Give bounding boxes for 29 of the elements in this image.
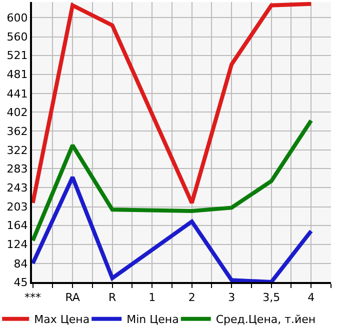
legend-label: Сред.Цена, т.йен (216, 313, 316, 326)
y-tick-label: 164 (6, 219, 28, 232)
y-tick-label: 521 (6, 49, 28, 62)
x-tick-label: 1 (148, 291, 156, 304)
legend-label: Min Цена (126, 313, 179, 326)
line-series (32, 118, 314, 243)
line-series (32, 2, 314, 205)
y-tick-label: 600 (6, 12, 28, 25)
y-tick-label: 84 (14, 257, 28, 270)
y-tick-label: 124 (6, 238, 28, 252)
y-tick-label: 560 (6, 30, 28, 44)
y-tick-label: 441 (6, 87, 28, 100)
y-tick-label: 362 (6, 124, 28, 138)
y-tick-label: 243 (6, 182, 28, 195)
y-tick-label: 203 (6, 200, 28, 214)
x-tick-label: *** (24, 291, 42, 304)
line-series (32, 175, 314, 282)
y-tick-label: 283 (6, 162, 28, 176)
x-tick-label: R (108, 291, 116, 304)
x-tick-label: 4 (308, 291, 315, 304)
x-tick-label: 3,5 (262, 291, 280, 304)
x-tick-label: RA (65, 291, 80, 304)
legend-label: Max Цена (34, 313, 90, 326)
x-tick-label: 2 (188, 291, 196, 304)
y-tick-label: 45 (14, 276, 28, 289)
y-tick-label: 402 (6, 106, 28, 119)
y-tick-label: 481 (6, 68, 28, 82)
y-tick-label: 322 (6, 144, 28, 157)
x-tick-label: 3 (228, 291, 236, 304)
